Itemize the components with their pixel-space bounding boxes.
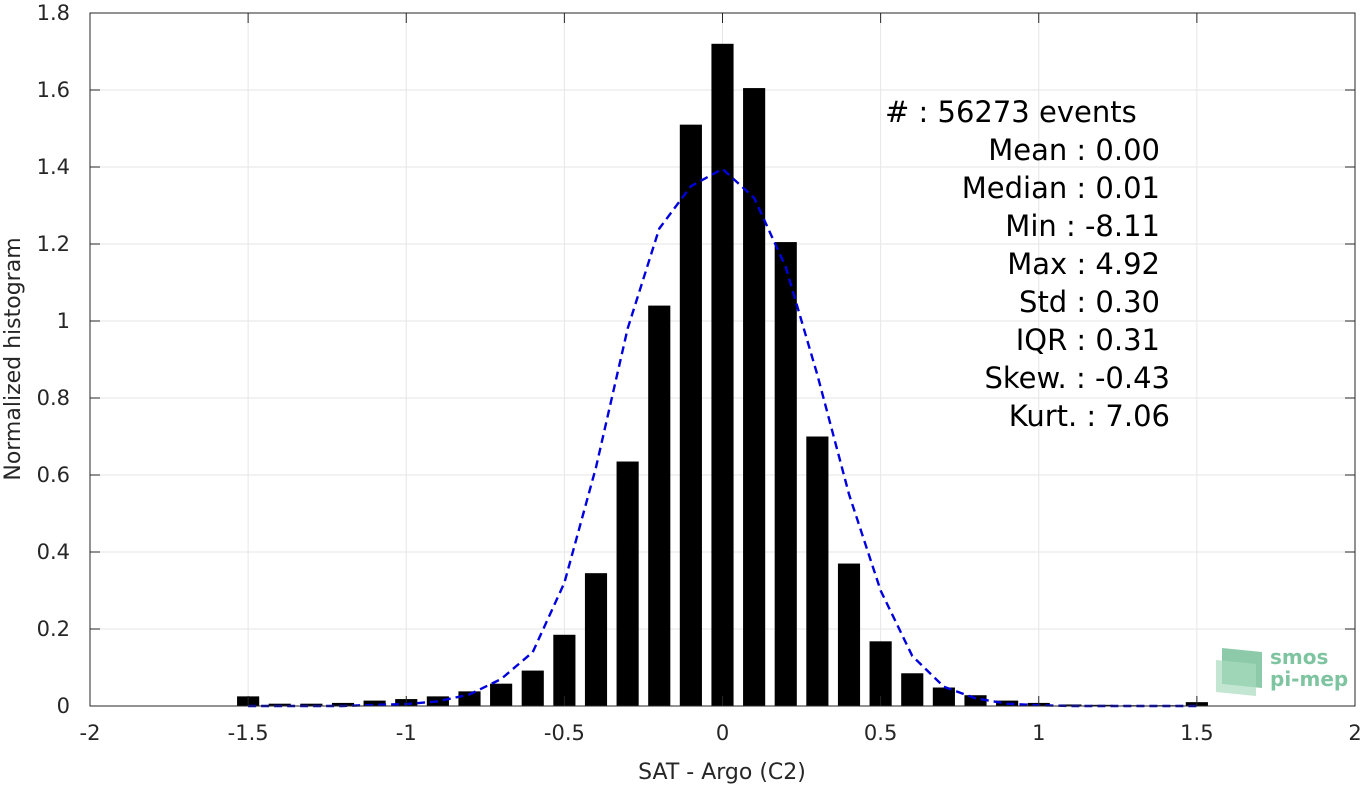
logo-mark-shadow-icon xyxy=(1216,660,1256,696)
bars xyxy=(237,43,1208,707)
stats-events: # : 56273 events xyxy=(885,95,1137,129)
x-tick-label: -1.5 xyxy=(228,721,269,745)
y-tick-label: 1.6 xyxy=(37,78,70,102)
x-tick-label: 2 xyxy=(1348,721,1361,745)
bar xyxy=(331,702,355,706)
bar xyxy=(774,242,797,706)
y-tick-label: 1 xyxy=(57,309,70,333)
y-axis-label: Normalized histogram xyxy=(1,237,26,480)
y-tick-label: 0.8 xyxy=(37,386,70,410)
bar xyxy=(869,641,892,706)
stats-iqr: IQR : 0.31 xyxy=(1016,323,1160,357)
bar xyxy=(300,703,323,706)
bar xyxy=(490,683,513,706)
y-tick-label: 0.2 xyxy=(37,617,70,641)
stats-max: Max : 4.92 xyxy=(1007,247,1160,281)
x-axis-label: SAT - Argo (C2) xyxy=(638,760,806,785)
stats-skew: Skew. : -0.43 xyxy=(984,361,1170,395)
bar xyxy=(679,124,702,706)
bar xyxy=(711,43,734,707)
logo-text-smos: smos xyxy=(1270,645,1328,669)
bar xyxy=(932,687,955,706)
x-tick-label: 1.5 xyxy=(1180,721,1213,745)
x-tick-label: -0.5 xyxy=(544,721,585,745)
bar xyxy=(584,573,608,706)
x-tick-label: -1 xyxy=(396,721,417,745)
bar xyxy=(616,461,639,706)
logo-text-pimep: pi-mep xyxy=(1270,667,1348,691)
stats-mean: Mean : 0.00 xyxy=(988,133,1160,167)
bar xyxy=(1059,704,1082,706)
y-tick-label: 0 xyxy=(57,694,70,718)
y-tick-label: 1.2 xyxy=(37,232,70,256)
bar xyxy=(363,700,386,706)
bar xyxy=(553,634,576,706)
y-tick-label: 0.6 xyxy=(37,463,70,487)
x-tick-label: 0 xyxy=(716,721,729,745)
x-tick-label: -2 xyxy=(80,721,101,745)
stats-std: Std : 0.30 xyxy=(1019,285,1160,319)
x-tick-label: 1 xyxy=(1032,721,1045,745)
y-tick-label: 1.8 xyxy=(37,1,70,25)
smos-pi-mep-logo: smos pi-mep xyxy=(1216,645,1348,696)
x-tick-label: 0.5 xyxy=(864,721,897,745)
bar xyxy=(901,673,924,706)
y-tick-labels: 0 0.2 0.4 0.6 0.8 1 1.2 1.4 1.6 1.8 xyxy=(37,1,70,718)
bar xyxy=(743,88,766,706)
y-tick-label: 1.4 xyxy=(37,155,70,179)
stats-annotation: # : 56273 events Mean : 0.00 Median : 0.… xyxy=(885,95,1170,433)
bar xyxy=(837,563,861,706)
y-tick-label: 0.4 xyxy=(37,540,70,564)
stats-min: Min : -8.11 xyxy=(1005,209,1160,243)
stats-kurt: Kurt. : 7.06 xyxy=(1009,399,1170,433)
x-tick-labels: -2 -1.5 -1 -0.5 0 0.5 1 1.5 2 xyxy=(80,721,1362,745)
stats-median: Median : 0.01 xyxy=(962,171,1160,205)
bar xyxy=(521,670,544,706)
bar xyxy=(648,305,671,706)
bar xyxy=(458,691,481,706)
ticks xyxy=(89,12,1356,707)
bar xyxy=(806,436,829,706)
bar xyxy=(964,695,987,706)
